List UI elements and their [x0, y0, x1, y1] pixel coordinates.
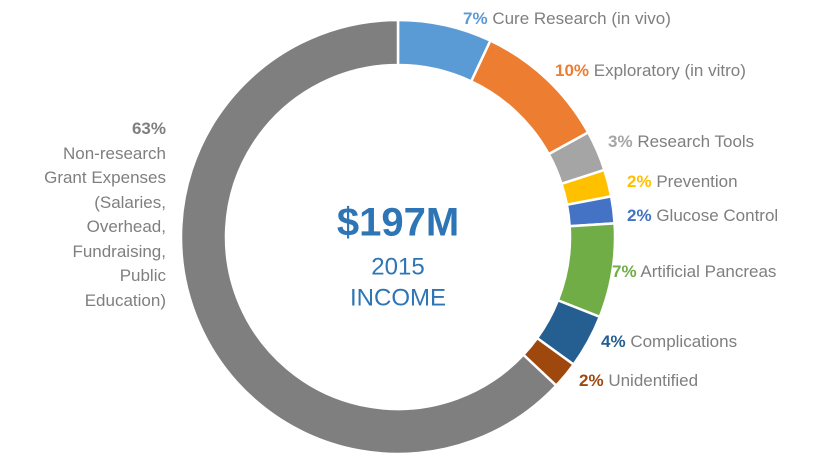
category-label: Research Tools — [637, 132, 754, 151]
category-label: Glucose Control — [656, 206, 778, 225]
value-label: 4% — [601, 332, 626, 351]
category-label: Non-research Grant Expenses (Salaries, O… — [44, 143, 166, 310]
segment-label: 4% Complications — [601, 332, 737, 351]
segment-label: 2% Prevention — [627, 172, 738, 191]
center-amount: $197M — [337, 201, 459, 245]
center-year: 2015 — [371, 253, 424, 280]
value-label: 7% — [463, 9, 488, 28]
value-label: 63% — [131, 119, 166, 138]
category-label: Cure Research (in vivo) — [492, 9, 671, 28]
donut-segment — [179, 18, 558, 456]
segment-label: 10% Exploratory (in vitro) — [555, 61, 746, 80]
value-label: 2% — [627, 172, 652, 191]
value-label: 10% — [555, 61, 589, 80]
large-segment-label: 63% Non-research Grant Expenses (Salarie… — [40, 117, 166, 313]
value-label: 2% — [627, 206, 652, 225]
segment-label: 3% Research Tools — [608, 132, 754, 151]
category-label: Complications — [630, 332, 737, 351]
segment-label: 7% Cure Research (in vivo) — [463, 9, 671, 28]
segment-label: 2% Unidentified — [579, 371, 698, 390]
category-label: Prevention — [656, 172, 737, 191]
category-label: Exploratory (in vitro) — [594, 61, 746, 80]
value-label: 2% — [579, 371, 604, 390]
category-label: Unidentified — [608, 371, 698, 390]
segment-label: 2% Glucose Control — [627, 206, 778, 225]
value-label: 7% — [612, 262, 637, 281]
category-label: Artificial Pancreas — [640, 262, 776, 281]
donut-segment — [469, 38, 590, 156]
value-label: 3% — [608, 132, 633, 151]
center-caption: INCOME — [350, 284, 446, 311]
segment-label: 7% Artificial Pancreas — [612, 262, 776, 281]
